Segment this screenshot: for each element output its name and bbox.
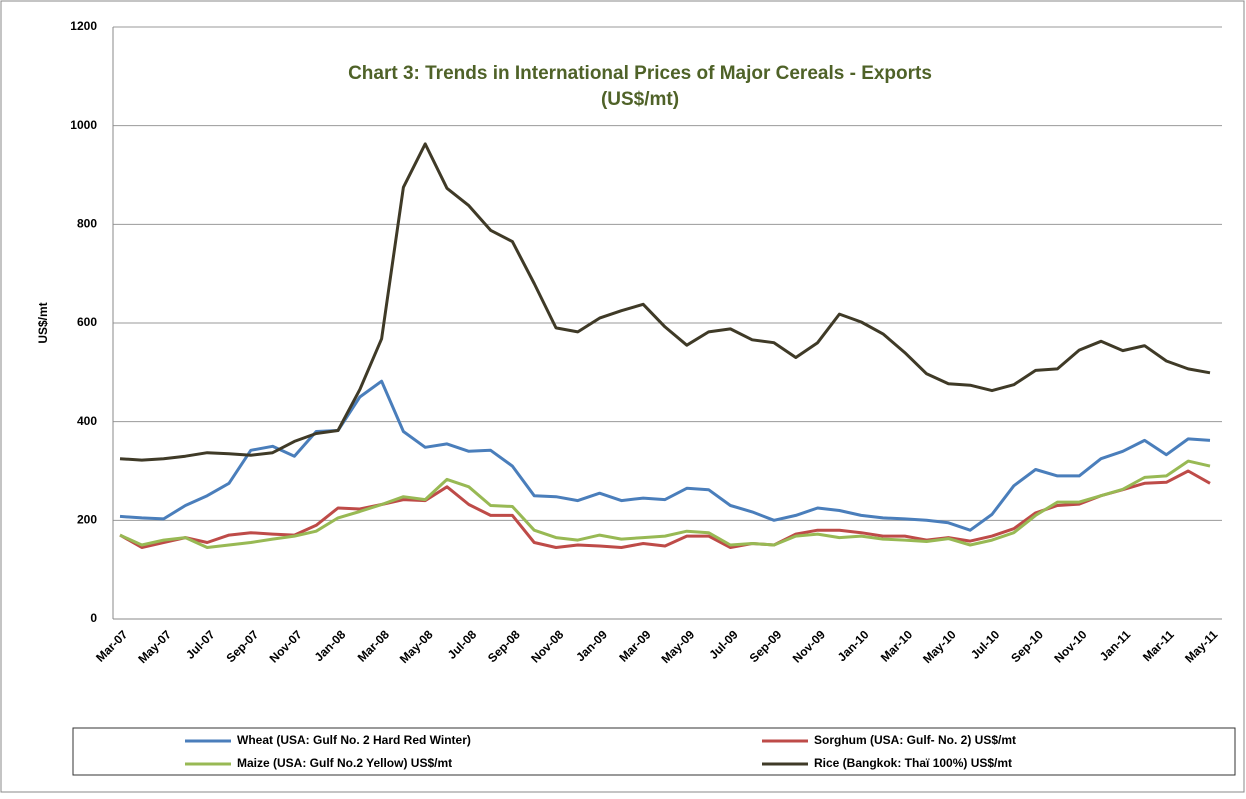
legend-label: Sorghum (USA: Gulf- No. 2) US$/mt <box>814 733 1016 747</box>
y-tick-label: 1000 <box>70 118 97 132</box>
legend-label: Wheat (USA: Gulf No. 2 Hard Red Winter) <box>237 733 471 747</box>
series-line <box>119 469 1211 549</box>
y-tick-label: 0 <box>90 611 97 625</box>
series-line <box>119 142 1211 462</box>
legend-box <box>72 727 1236 776</box>
series-line <box>119 379 1211 532</box>
chart-subtitle: (US$/mt) <box>601 89 679 110</box>
y-tick-label: 200 <box>77 513 97 527</box>
y-tick-label: 600 <box>77 315 97 329</box>
y-axis-title: US$/mt <box>36 302 50 343</box>
legend-label: Rice (Bangkok: Thaï 100%) US$/mt <box>814 756 1012 770</box>
y-tick-label: 400 <box>77 414 97 428</box>
y-tick-label: 1200 <box>70 19 97 33</box>
y-tick-label: 800 <box>77 217 97 231</box>
chart-title: Chart 3: Trends in International Prices … <box>348 63 932 84</box>
legend-label: Maize (USA: Gulf No.2 Yellow) US$/mt <box>237 756 452 770</box>
series-line <box>119 459 1211 549</box>
